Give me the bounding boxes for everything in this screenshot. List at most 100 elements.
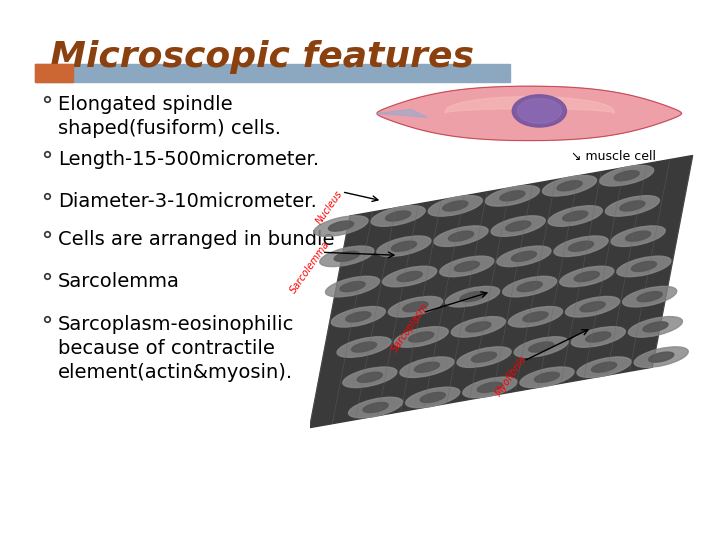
Ellipse shape [571,327,626,347]
Ellipse shape [337,337,391,357]
Ellipse shape [500,191,525,201]
Ellipse shape [623,286,677,307]
Ellipse shape [518,98,562,123]
Bar [35,64,73,82]
Ellipse shape [451,316,505,337]
Text: Sarcolemma: Sarcolemma [58,272,180,291]
Ellipse shape [325,276,379,297]
Ellipse shape [617,256,671,276]
Ellipse shape [415,362,439,372]
Ellipse shape [472,352,497,362]
Ellipse shape [397,272,422,281]
Ellipse shape [517,281,542,292]
Text: Sarcoplasm-eosinophilic
because of contractile
element(actin&myosin).: Sarcoplasm-eosinophilic because of contr… [58,315,294,382]
Ellipse shape [523,312,548,322]
Ellipse shape [592,362,616,372]
Text: Sarcoplasm: Sarcoplasm [390,301,431,354]
Ellipse shape [454,261,480,272]
Ellipse shape [382,266,437,287]
Ellipse shape [505,221,531,231]
Text: Length-15-500micrometer.: Length-15-500micrometer. [58,150,319,169]
Ellipse shape [511,251,536,261]
Ellipse shape [626,231,651,241]
Ellipse shape [428,195,482,216]
Ellipse shape [557,181,582,191]
Ellipse shape [643,322,668,332]
Text: Diameter-3-10micrometer.: Diameter-3-10micrometer. [58,192,317,211]
Ellipse shape [637,292,662,302]
Polygon shape [377,86,681,140]
Ellipse shape [334,251,359,261]
Ellipse shape [405,387,460,408]
Ellipse shape [388,296,443,317]
Ellipse shape [371,206,426,226]
Ellipse shape [463,377,517,397]
Ellipse shape [548,206,603,226]
Ellipse shape [440,256,494,276]
Polygon shape [377,110,428,117]
Ellipse shape [634,347,688,367]
Ellipse shape [320,246,374,267]
Ellipse shape [520,367,574,388]
Ellipse shape [563,211,588,221]
Ellipse shape [346,312,371,322]
Ellipse shape [614,171,639,181]
Ellipse shape [348,397,402,418]
Ellipse shape [565,296,620,317]
Ellipse shape [491,216,545,237]
Ellipse shape [403,302,428,312]
Ellipse shape [542,176,597,196]
Ellipse shape [528,342,554,352]
Ellipse shape [577,357,631,377]
Ellipse shape [606,195,660,216]
Text: ↘ muscle cell: ↘ muscle cell [571,150,657,163]
Text: Elongated spindle
shaped(fusiform) cells.: Elongated spindle shaped(fusiform) cells… [58,95,281,138]
Ellipse shape [357,372,382,382]
Ellipse shape [328,221,354,231]
Ellipse shape [314,216,368,237]
Ellipse shape [420,393,445,402]
Ellipse shape [508,307,562,327]
Ellipse shape [449,231,474,241]
Polygon shape [310,156,693,428]
Ellipse shape [331,307,385,327]
Ellipse shape [434,226,488,246]
Ellipse shape [611,226,665,246]
Ellipse shape [351,342,377,352]
Ellipse shape [386,211,410,221]
Ellipse shape [477,382,503,393]
Ellipse shape [629,316,683,337]
Ellipse shape [460,292,485,302]
Ellipse shape [554,236,608,256]
Ellipse shape [485,186,539,206]
Ellipse shape [631,261,657,272]
Ellipse shape [466,322,491,332]
Ellipse shape [580,302,605,312]
Bar [35,64,510,82]
Ellipse shape [559,266,614,287]
Text: Nucleus: Nucleus [315,188,345,226]
Ellipse shape [575,272,599,281]
Ellipse shape [392,241,416,251]
Ellipse shape [497,246,551,267]
Ellipse shape [586,332,611,342]
Ellipse shape [394,327,449,347]
Ellipse shape [409,332,433,342]
Ellipse shape [363,402,388,413]
Ellipse shape [446,286,500,307]
Ellipse shape [569,241,593,251]
Ellipse shape [457,347,511,367]
Ellipse shape [649,352,674,362]
Ellipse shape [343,367,397,388]
Ellipse shape [503,276,557,297]
Ellipse shape [600,165,654,186]
Text: Sarcolemma: Sarcolemma [288,239,331,295]
Ellipse shape [400,357,454,377]
Ellipse shape [340,281,365,292]
Text: Microscopic features: Microscopic features [50,40,474,74]
Ellipse shape [443,201,468,211]
Text: Cells are arranged in bundle: Cells are arranged in bundle [58,230,335,249]
Ellipse shape [514,337,568,357]
Ellipse shape [620,201,645,211]
Text: Myofibrils: Myofibrils [494,354,528,399]
